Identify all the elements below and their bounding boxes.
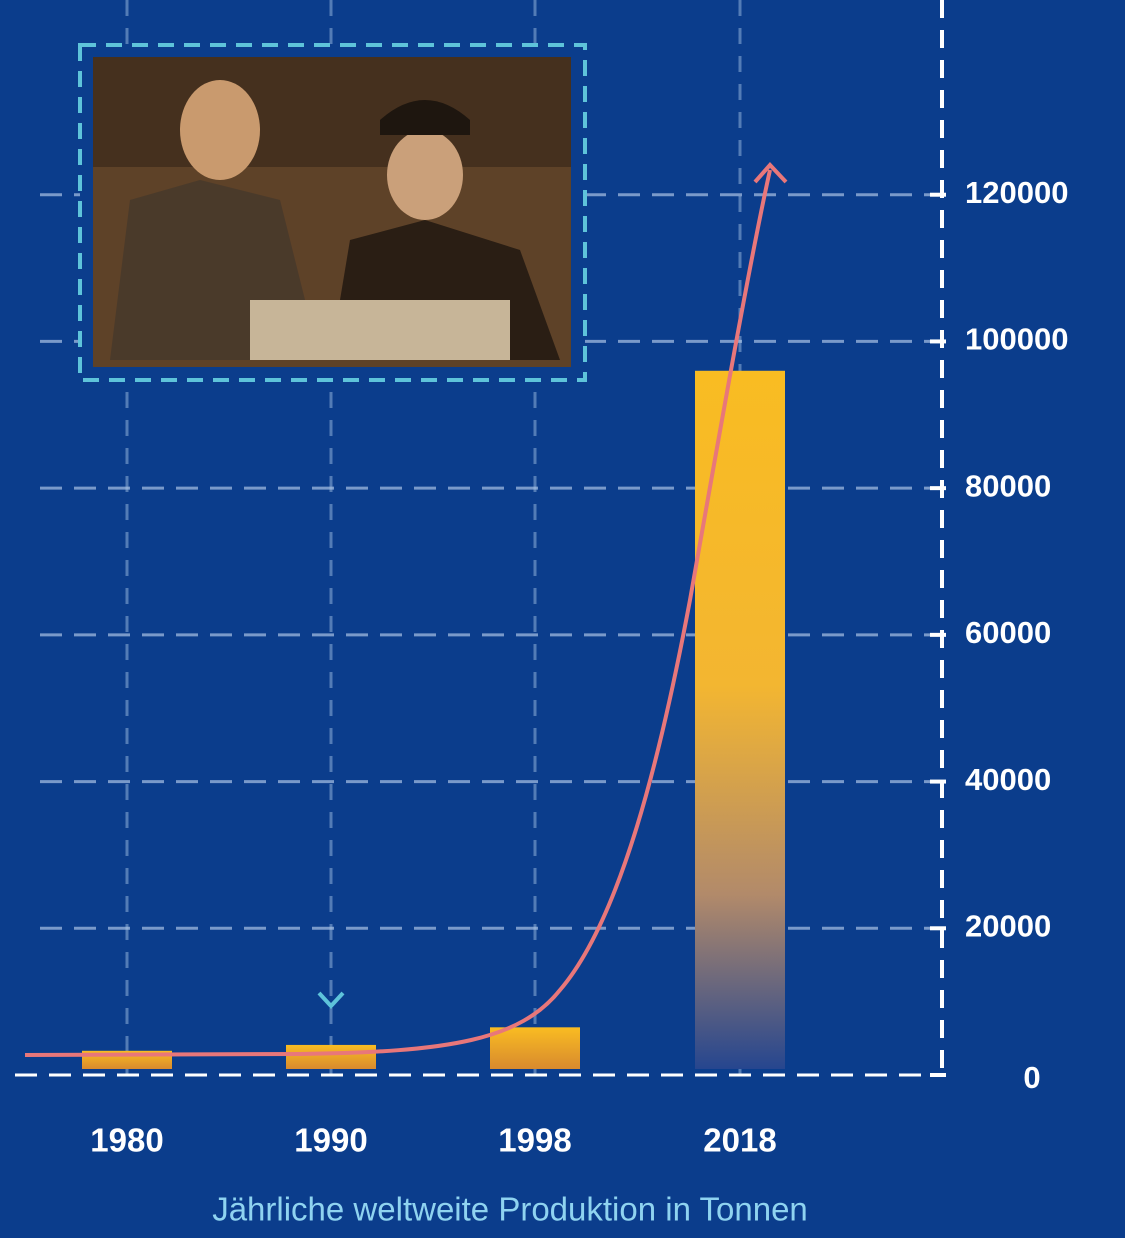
bar [490,1027,580,1069]
photo-hat [380,100,470,135]
bar [286,1044,376,1069]
down-arrow [317,991,345,1009]
x-axis-label: Jährliche weltweite Produktion in Tonnen [212,1191,808,1228]
photo-paper [250,300,510,360]
trend-arrowhead [753,162,788,184]
bars [82,370,785,1069]
x-tick-label: 1998 [498,1122,571,1159]
y-tick-label: 0 [1023,1060,1040,1095]
photo-shelf [93,57,571,167]
photo-face [387,130,463,220]
x-tick-label: 1990 [294,1122,367,1159]
y-tick-label: 60000 [965,615,1051,650]
photo-face [180,80,260,180]
y-tick-label: 120000 [965,175,1068,210]
photo [78,43,587,382]
y-tick-label: 100000 [965,322,1068,357]
y-tick-label: 20000 [965,908,1051,943]
x-tick-label: 2018 [703,1122,776,1159]
y-tick-label: 80000 [965,468,1051,503]
bar [695,370,785,1069]
trend-curve [24,169,772,1057]
y-tick-label: 40000 [965,762,1051,797]
x-tick-label: 1980 [90,1122,163,1159]
